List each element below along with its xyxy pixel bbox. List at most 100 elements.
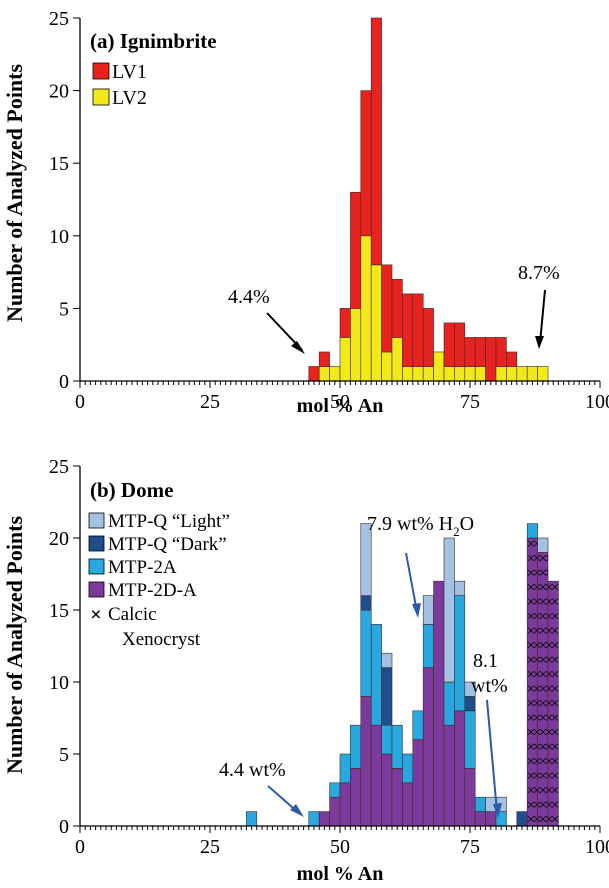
y-tick-label: 20	[49, 528, 69, 550]
bar-mtp-q-light	[464, 681, 476, 697]
y-tick-label: 5	[59, 744, 69, 766]
bar-mtp-2d-a	[391, 768, 403, 827]
y-tick-label: 20	[49, 81, 69, 103]
legend-swatch-mtp-q-dark	[88, 535, 105, 552]
bar-lv2	[422, 366, 434, 382]
arrowhead	[412, 603, 421, 618]
tick-labels: 0 25 50 75 100 0 5 10 15 20 25	[49, 456, 609, 858]
x-tick-label: 75	[460, 391, 480, 413]
bar-mtp-2d-a	[370, 724, 382, 827]
bar-lv2	[360, 235, 372, 382]
bar-lv2	[329, 366, 341, 382]
bar-mtp-2a	[381, 724, 393, 755]
bar-lv2	[391, 337, 403, 382]
y-tick-label: 25	[49, 456, 69, 478]
bar-lv2	[495, 366, 507, 382]
bar-lv2	[516, 366, 528, 382]
bar-calcic-xenocryst	[547, 580, 559, 827]
bar-cap	[526, 523, 538, 539]
annotation-wt-pct: wt%	[471, 675, 508, 697]
y-tick-label: 0	[59, 816, 69, 838]
bar-lv1	[308, 366, 320, 382]
bar-lv2	[443, 366, 455, 382]
bar-lv1	[495, 337, 507, 367]
bar-lv2	[370, 264, 382, 382]
legend-swatch-lv2	[92, 88, 110, 106]
bar-lv2	[318, 366, 330, 382]
annotation-8-7pct: 8.7%	[518, 262, 560, 284]
bar-mtp-2d-a	[422, 667, 434, 827]
y-tick-label: 25	[49, 8, 69, 30]
legend-label-mtp-2a: MTP-2A	[108, 557, 177, 578]
x-tick-label: 25	[200, 836, 220, 858]
legend-swatch-mtp-q-light	[88, 512, 105, 529]
bar-calcic-xenocryst	[537, 552, 549, 827]
x-tick-label: 100	[585, 836, 609, 858]
bar-lv1	[506, 351, 518, 367]
bar-mtp-2a	[360, 609, 372, 697]
bar-mtp-2d-a	[402, 782, 414, 827]
bar-lv2	[537, 366, 549, 382]
bar-lv2	[474, 366, 486, 382]
bar-mtp-q-light	[454, 580, 466, 596]
legend-swatch-mtp-2d-a	[88, 581, 105, 598]
bar-mtp-2a	[443, 681, 455, 726]
bar-mtp-2d-a	[412, 739, 424, 827]
bar-lv1	[391, 279, 403, 338]
bar-lv1	[360, 90, 372, 237]
tick-labels: 0 25 50 75 100 0 5 10 15 20 25	[49, 8, 609, 413]
y-tick-label: 5	[59, 298, 69, 320]
x-tick-label: 100	[585, 391, 609, 413]
bar-mtp-2a	[402, 753, 414, 784]
x-tick-label: 0	[75, 836, 85, 858]
bar-mtp-2a	[412, 710, 424, 740]
bar-lv2	[381, 351, 393, 382]
bar-mtp-2d-a	[318, 811, 330, 827]
bar-mtp-q-dark	[464, 696, 476, 712]
bar-lv1	[443, 322, 455, 367]
bar-lv2	[454, 366, 466, 382]
bar-mtp-2d-a	[485, 811, 497, 827]
bar-mtp-2a	[464, 710, 476, 769]
tick-marks	[73, 17, 601, 388]
arrowhead	[535, 336, 544, 349]
legend-label-lv2: LV2	[112, 87, 147, 109]
arrowhead	[291, 341, 305, 354]
bar-lv1	[318, 351, 330, 367]
legend-swatch-mtp-2a	[88, 558, 105, 575]
bar-cap	[537, 537, 549, 553]
arrowhead	[493, 803, 502, 818]
bar-lv2	[402, 366, 414, 382]
x-tick-label: 0	[75, 391, 85, 413]
y-tick-label: 10	[49, 672, 69, 694]
bar-mtp-2a	[329, 782, 341, 798]
annotation-8-1: 8.1	[473, 650, 498, 672]
bar-lv2	[526, 366, 538, 382]
bar-lv1	[422, 308, 434, 367]
bar-mtp-q-light	[381, 652, 393, 668]
annotation-7-9wt-h2o: 7.9 wt% H2O	[367, 513, 474, 539]
bar-mtp-2d-a	[474, 811, 486, 827]
y-axis-label: Number of Analyzed Points	[2, 516, 27, 775]
panel-a-ignimbrite: Number of Analyzed Points mol % An 0 25 50…	[2, 8, 609, 417]
panel-label: (b) Dome	[90, 478, 173, 502]
arrow-8-7pct	[539, 289, 546, 344]
bar-mtp-2a	[370, 624, 382, 726]
bar-mtp-2d-a	[360, 696, 372, 827]
bar-lv2	[350, 308, 362, 382]
bar-lv2	[412, 366, 424, 382]
bar-mtp-2a	[339, 753, 351, 784]
bar-lv2	[339, 337, 351, 382]
bar-mtp-q-dark	[516, 811, 528, 827]
bar-mtp-2a	[454, 595, 466, 712]
bar-lv1	[339, 308, 351, 338]
x-tick-label: 25	[200, 391, 220, 413]
bar-mtp-q-light	[422, 595, 434, 625]
bar-lv1	[370, 17, 382, 266]
bar-mtp-q-light	[443, 537, 455, 683]
tick-marks	[73, 465, 601, 833]
bar-lv1	[381, 264, 393, 353]
arrow-8-1wt	[486, 699, 498, 813]
y-tick-label: 0	[59, 371, 69, 393]
